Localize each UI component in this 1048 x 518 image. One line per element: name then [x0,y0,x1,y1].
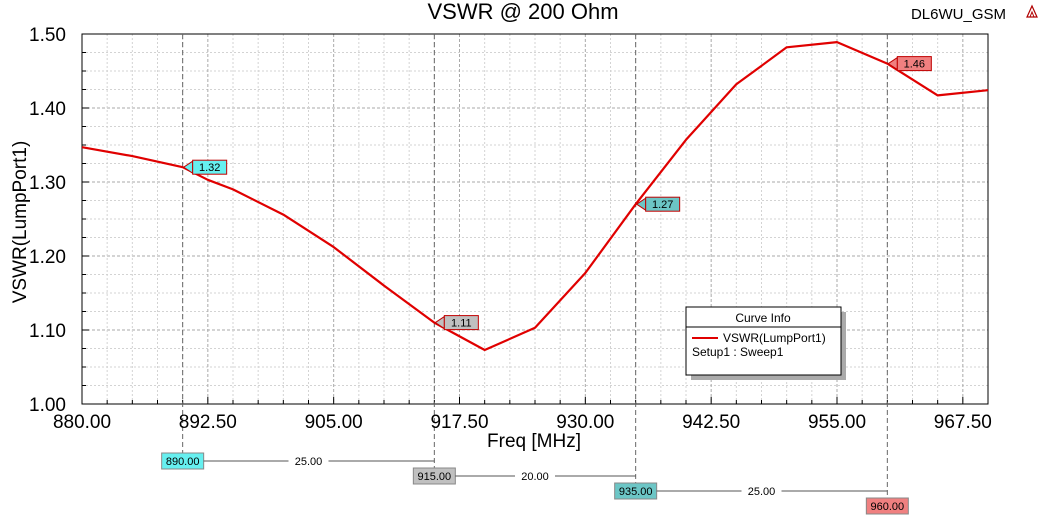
x-tick-label: 942.50 [682,412,740,433]
axis-ticks [81,33,989,405]
y-tick-label: 1.20 [29,247,66,268]
legend[interactable]: Curve Info VSWR(LumpPort1) Setup1 : Swee… [685,306,846,380]
marker-x-label: 960.00 [871,501,905,513]
y-tick-labels: 1.00 1.10 1.20 1.30 1.40 1.50 [29,25,66,416]
legend-entry: VSWR(LumpPort1) [723,331,826,345]
vswr-curve [81,40,989,352]
y-tick-label: 1.00 [29,395,66,416]
x-tick-label: 930.00 [556,412,614,433]
x-axis-label: Freq [MHz] [487,431,581,452]
marker-value-tag[interactable]: 1.32 [182,159,228,175]
y-tick-label: 1.10 [29,321,66,342]
marker-x-tag[interactable]: 915.00 [412,467,456,485]
ansys-logo-icon [1026,4,1038,18]
legend-sub: Setup1 : Sweep1 [692,345,784,359]
curve-layer [81,40,989,352]
marker-x-tag[interactable]: 890.00 [161,452,205,470]
grid [82,34,988,404]
marker-x-label: 935.00 [619,486,653,498]
delta-label: 25.00 [295,456,323,468]
marker-lines [182,34,888,498]
marker-delta-table: 890.00 25.00 915.00 20.00 935.00 25.00 960.00 [161,452,909,515]
x-tick-label: 955.00 [808,412,866,433]
x-tick-labels: 880.00 892.50 905.00 917.50 930.00 942.50 955.… [53,412,992,433]
chart-title: VSWR @ 200 Ohm [427,0,618,24]
marker-value-label: 1.46 [904,59,925,71]
y-axis-label: VSWR(LumpPort1) [10,141,31,304]
marker-x-label: 890.00 [166,456,200,468]
design-name-label: DL6WU_GSM [911,6,1006,23]
marker-value-tag[interactable]: 1.46 [887,56,932,72]
marker-value-tag[interactable]: 1.11 [434,315,479,331]
x-tick-label: 917.50 [430,412,488,433]
marker-labels: 1.32 1.11 1.27 1.46 [182,56,932,331]
marker-value-label: 1.27 [652,199,673,211]
marker-value-tag[interactable]: 1.27 [635,196,681,212]
marker-x-tag[interactable]: 935.00 [614,482,658,500]
y-tick-label: 1.30 [29,173,66,194]
y-tick-label: 1.50 [29,25,66,46]
delta-label: 20.00 [521,471,549,483]
delta-label: 25.00 [748,486,776,498]
marker-value-label: 1.32 [199,162,220,174]
x-tick-label: 892.50 [179,412,237,433]
marker-value-label: 1.11 [451,318,472,330]
marker-x-tag[interactable]: 960.00 [865,497,909,515]
x-tick-label: 905.00 [305,412,363,433]
x-tick-label: 880.00 [53,412,111,433]
x-tick-label: 967.50 [934,412,992,433]
y-tick-label: 1.40 [29,99,66,120]
legend-title: Curve Info [735,311,791,325]
marker-x-label: 915.00 [418,471,452,483]
